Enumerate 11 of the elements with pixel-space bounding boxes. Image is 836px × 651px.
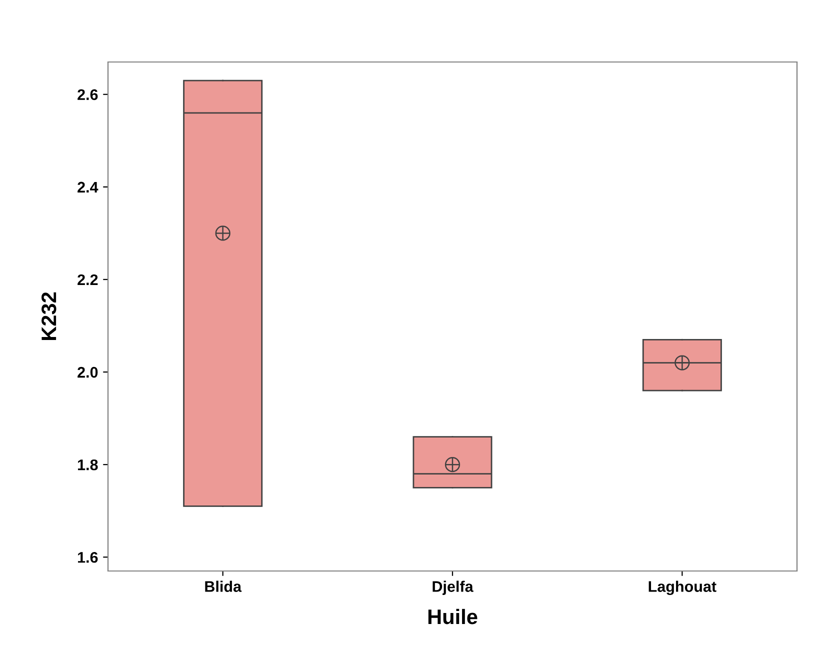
y-tick-label: 2.2 <box>78 274 98 286</box>
x-tick-label: Laghouat <box>648 580 716 596</box>
y-tick-label: 1.6 <box>78 552 98 563</box>
x-axis-title: Huile <box>428 608 478 624</box>
y-tick-label: 2.0 <box>78 366 98 378</box>
x-tick-label: Blida <box>205 580 242 592</box>
y-axis-title: K232 <box>42 292 56 340</box>
x-tick-label: Djelfa <box>432 580 474 595</box>
y-tick-label: 1.8 <box>78 459 98 470</box>
y-tick-label: 2.6 <box>78 89 98 100</box>
y-tick-label: 2.4 <box>78 182 98 192</box>
